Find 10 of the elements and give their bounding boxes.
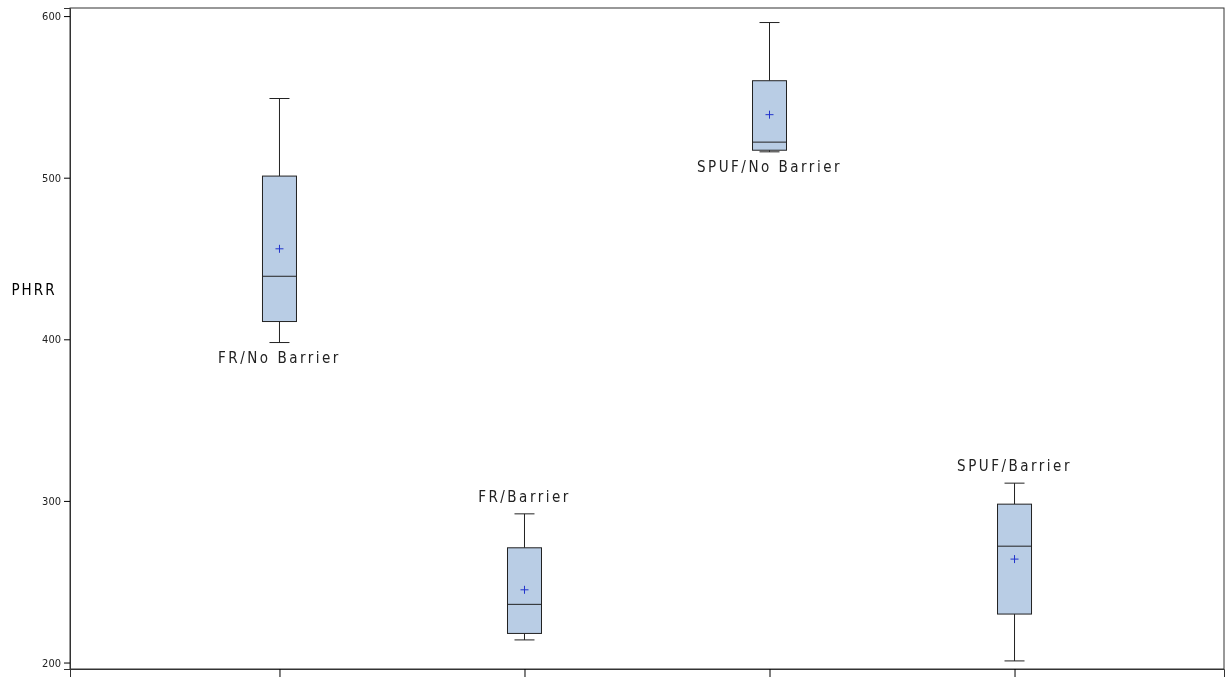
y-tick-label: 200 bbox=[42, 656, 61, 670]
x-tick-label: SPUF/Barrier bbox=[957, 457, 1072, 476]
y-axis-title: PHRR bbox=[11, 280, 57, 299]
y-tick-label: 500 bbox=[42, 171, 61, 185]
x-tick-label: FR/Barrier bbox=[478, 487, 571, 506]
x-tick-label: SPUF/No Barrier bbox=[697, 157, 842, 176]
x-tick-label: FR/No Barrier bbox=[218, 348, 341, 367]
y-tick-label: 600 bbox=[42, 10, 61, 24]
y-tick-label: 400 bbox=[42, 333, 61, 347]
y-tick-label: 300 bbox=[42, 494, 61, 508]
